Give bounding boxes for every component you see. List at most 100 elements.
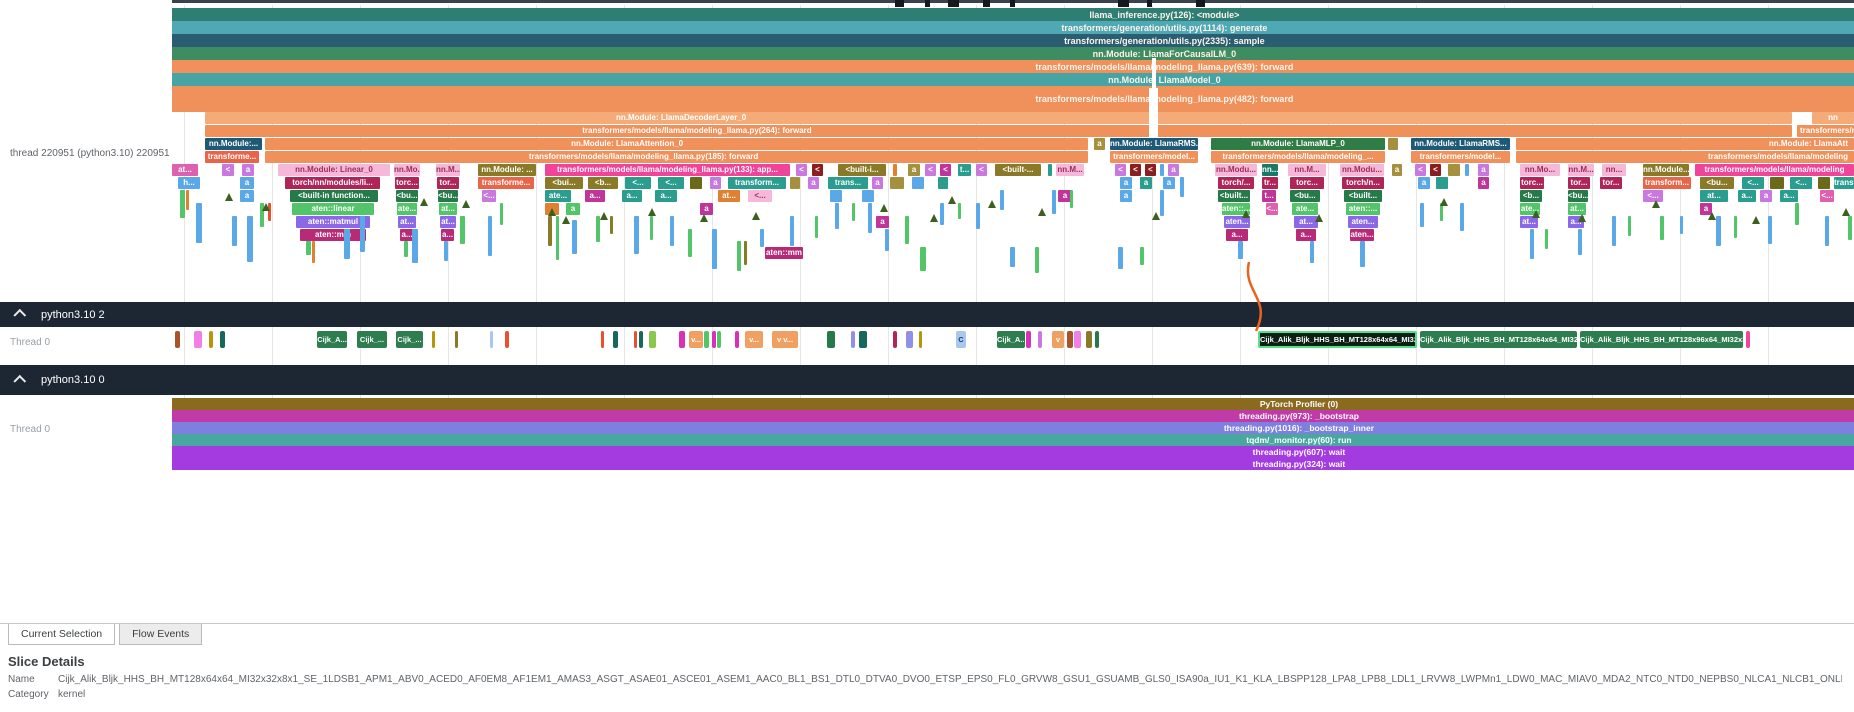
flame-slice[interactable]: nn...	[1262, 164, 1278, 176]
flame-slice[interactable]: <bui...	[545, 177, 583, 189]
kernel-slice[interactable]: C	[956, 331, 966, 348]
kernel-slice[interactable]	[893, 331, 897, 348]
flame-slice[interactable]: <bu...	[1700, 177, 1734, 189]
flame-slice[interactable]: torch/nn/modules/li...	[285, 177, 380, 189]
kernel-slice[interactable]	[613, 331, 618, 348]
flame-column[interactable]	[344, 229, 350, 259]
flame-slice[interactable]: a	[1478, 177, 1489, 189]
flame-slice[interactable]: <b...	[588, 177, 618, 189]
flame-column[interactable]	[905, 216, 909, 244]
flame-slice[interactable]: <...	[1790, 177, 1812, 189]
flame-column[interactable]	[196, 203, 202, 243]
flame-column[interactable]	[306, 241, 311, 255]
kernel-slice[interactable]: Cijk_Alik_Bljk_HHS_BH_MT128x64x64_MI32..…	[1420, 331, 1577, 348]
flame-slice[interactable]: t...	[958, 164, 971, 176]
flame-slice[interactable]: transf...	[1834, 177, 1854, 189]
flame-column[interactable]	[1768, 216, 1772, 244]
flame-slice[interactable]	[1818, 177, 1830, 189]
flame-slice[interactable]: <built-...	[995, 164, 1041, 176]
kernel-slice[interactable]: v...	[689, 331, 703, 348]
flame-column[interactable]	[790, 216, 794, 246]
flame-slice[interactable]: a	[242, 164, 254, 176]
flame-slice[interactable]: transformers/models/llama/modeling_llama…	[172, 60, 1854, 73]
flame-column[interactable]	[634, 216, 639, 254]
flame-column[interactable]	[500, 203, 503, 225]
flame-slice[interactable]: aten::...	[1346, 203, 1380, 215]
flame-slice[interactable]: at...	[172, 164, 198, 176]
kernel-slice[interactable]: Cijk_A...	[997, 331, 1025, 348]
flame-column[interactable]	[1070, 190, 1073, 208]
flame-column[interactable]	[815, 216, 818, 238]
flame-slice[interactable]: <...	[625, 177, 651, 189]
flame-slice[interactable]: a	[1418, 177, 1430, 189]
collapse-chevron-icon[interactable]	[13, 374, 27, 388]
flame-slice[interactable]: <...	[1643, 190, 1663, 202]
flame-slice[interactable]: transformers/models/llama/modeling_llama…	[265, 151, 1088, 163]
flame-slice[interactable]: a	[1058, 190, 1072, 202]
flame-slice[interactable]: <	[925, 164, 936, 176]
flame-slice[interactable]: transforme...	[478, 177, 534, 189]
flame-slice[interactable]: <...	[1266, 203, 1278, 215]
flame-slice[interactable]: nn.Module: LlamaMLP_0	[1211, 138, 1385, 150]
flame-slice[interactable]: ate...	[397, 203, 417, 215]
flame-column[interactable]	[1825, 216, 1829, 246]
flame-column[interactable]	[976, 203, 980, 229]
flame-column[interactable]	[1734, 216, 1737, 238]
tab-flow-events[interactable]: Flow Events	[119, 624, 203, 645]
flame-slice[interactable]: transformers/models/llama/modeling_llama…	[205, 125, 1792, 137]
flame-slice[interactable]	[1436, 177, 1448, 189]
flame-column[interactable]	[1238, 241, 1243, 259]
flame-slice[interactable]: a	[872, 177, 883, 189]
flame-slice[interactable]	[790, 177, 800, 189]
flame-slice[interactable]: a...	[1226, 229, 1248, 241]
flame-slice[interactable]	[893, 164, 897, 176]
flame-slice[interactable]: a	[1094, 138, 1105, 150]
flame-slice[interactable]: nn.Module: ...	[478, 164, 536, 176]
kernel-slice[interactable]	[505, 331, 509, 348]
flame-slice[interactable]: nn	[1812, 112, 1854, 124]
flame-column[interactable]	[556, 216, 559, 260]
flame-slice[interactable]: aten...	[1348, 216, 1378, 228]
flame-slice[interactable]: <	[976, 164, 987, 176]
flame-slice[interactable]: nn.Module: Linear_0	[278, 164, 390, 176]
flame-slice[interactable]: a...	[400, 229, 414, 241]
flame-slice[interactable]	[862, 190, 874, 202]
flame-slice[interactable]: at...	[1520, 216, 1538, 228]
flame-slice[interactable]: nn.Modu...	[1215, 164, 1257, 176]
flame-column[interactable]	[737, 241, 741, 271]
profiler-row[interactable]: PyTorch Profiler (0)	[172, 398, 1854, 410]
flame-slice[interactable]: at...	[1294, 216, 1318, 228]
flame-slice[interactable]: <...	[1742, 177, 1764, 189]
flame-column[interactable]	[610, 216, 613, 234]
flame-slice[interactable]: <	[940, 164, 951, 176]
flame-column[interactable]	[1180, 177, 1184, 197]
flame-slice[interactable]: <	[1145, 164, 1156, 176]
flame-column[interactable]	[260, 203, 264, 227]
flame-column[interactable]	[1118, 247, 1123, 269]
flame-slice[interactable]: ate...	[1292, 203, 1318, 215]
flame-column[interactable]	[1612, 216, 1616, 246]
flame-column[interactable]	[1545, 229, 1548, 249]
kernel-slice[interactable]: Cijk_Alik_Bljk_HHS_BH_MT128x96x64_MI32x3…	[1580, 331, 1743, 348]
flame-slice[interactable]	[912, 177, 924, 189]
flame-column[interactable]	[1795, 203, 1799, 225]
kernel-slice[interactable]	[1038, 331, 1042, 348]
flame-slice[interactable]: aten::matmul	[296, 216, 370, 228]
flame-slice[interactable]: a	[1478, 164, 1489, 176]
flame-slice[interactable]: nn.M...	[1288, 164, 1326, 176]
kernel-slice[interactable]	[827, 331, 835, 348]
flame-column[interactable]	[404, 241, 408, 257]
flame-column[interactable]	[488, 216, 492, 256]
kernel-slice[interactable]	[490, 331, 493, 348]
flame-slice[interactable]: a	[876, 216, 889, 228]
kernel-slice[interactable]: v	[1052, 331, 1064, 348]
flame-slice[interactable]: <built-i...	[838, 164, 886, 176]
flame-slice[interactable]: <...	[748, 190, 772, 202]
flame-slice[interactable]: transform...	[728, 177, 786, 189]
flame-slice[interactable]	[1388, 138, 1398, 150]
flame-slice[interactable]: at...	[1568, 203, 1586, 215]
flame-slice[interactable]: at...	[718, 190, 740, 202]
flame-column[interactable]	[1460, 203, 1464, 231]
flame-slice[interactable]: aten::mm	[300, 229, 366, 241]
flame-column[interactable]	[650, 216, 653, 240]
